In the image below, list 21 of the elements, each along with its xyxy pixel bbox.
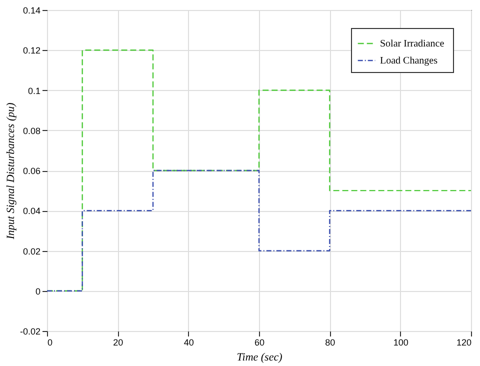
- line-series: [46, 170, 472, 292]
- x-tick-label: 100: [393, 338, 408, 348]
- y-tick-label: 0.06: [22, 166, 40, 176]
- y-tick-label: 0.12: [22, 46, 40, 56]
- x-tick-label: 0: [48, 338, 53, 348]
- y-tick-label: 0.14: [22, 6, 40, 16]
- legend-label: Load Changes: [380, 56, 438, 66]
- y-tick-label: 0.04: [22, 206, 40, 216]
- x-tick-label: 120: [456, 338, 472, 348]
- x-axis-title: Time (sec): [236, 352, 283, 364]
- y-tick-label: 0.08: [22, 126, 40, 136]
- x-tick-label: 20: [113, 338, 124, 348]
- y-axis-title: Input Signal Disturbances (pu): [4, 102, 17, 240]
- x-tick-label: 80: [325, 338, 336, 348]
- y-tick-label: -0.02: [20, 326, 40, 336]
- x-tick-label: 40: [184, 338, 194, 348]
- legend-label: Solar Irradiance: [380, 38, 445, 50]
- x-tick-label: 60: [254, 338, 265, 348]
- y-tick-label: 0.1: [28, 86, 40, 96]
- y-tick-label: 0: [35, 286, 40, 296]
- y-tick-label: 0.02: [22, 246, 40, 256]
